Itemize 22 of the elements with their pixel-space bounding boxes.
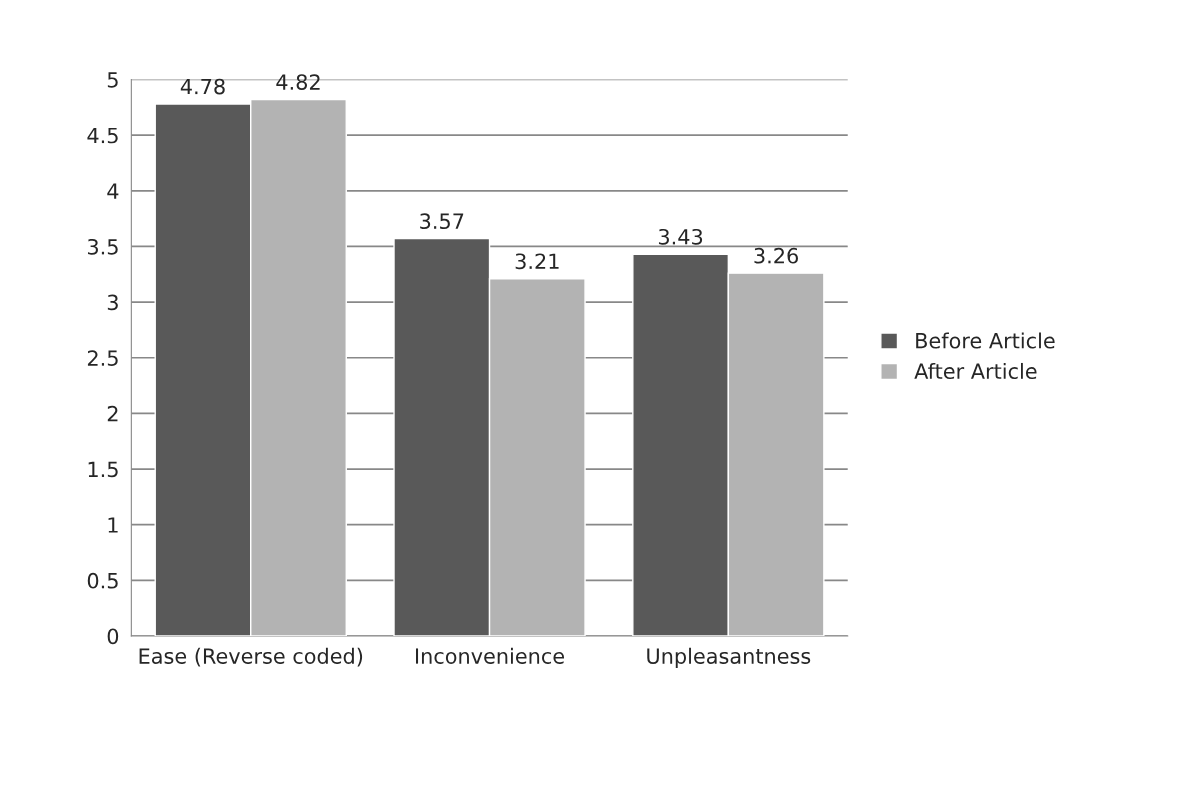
y-tick-label: 3.5	[87, 238, 118, 255]
y-tick-label: 4.5	[87, 127, 118, 144]
data-label: 3.43	[658, 228, 703, 245]
legend-label: Before Article	[916, 332, 1055, 349]
data-label: 3.57	[420, 213, 464, 230]
data-label: 4.82	[276, 74, 320, 90]
data-label: 3.21	[515, 253, 559, 270]
y-tick-label: 2	[107, 405, 118, 422]
y-tick-label: 1.5	[88, 461, 118, 478]
data-label: 3.26	[754, 247, 798, 264]
y-tick-label: 4	[107, 183, 119, 199]
data-label: 4.78	[180, 78, 225, 95]
legend-label: After Article	[914, 362, 1037, 380]
y-tick-label: 3	[107, 294, 118, 311]
y-tick-label: 1	[108, 517, 118, 533]
y-tick-label: 2.5	[87, 350, 118, 366]
y-tick-label: 0.5	[87, 572, 118, 589]
x-tick-label: Unpleasantness	[647, 647, 811, 668]
x-tick-label: Ease (Reverse coded)	[139, 647, 363, 667]
y-tick-label: 5	[107, 72, 118, 88]
y-tick-label: 0	[107, 628, 119, 645]
x-tick-label: Inconvenience	[415, 647, 565, 664]
